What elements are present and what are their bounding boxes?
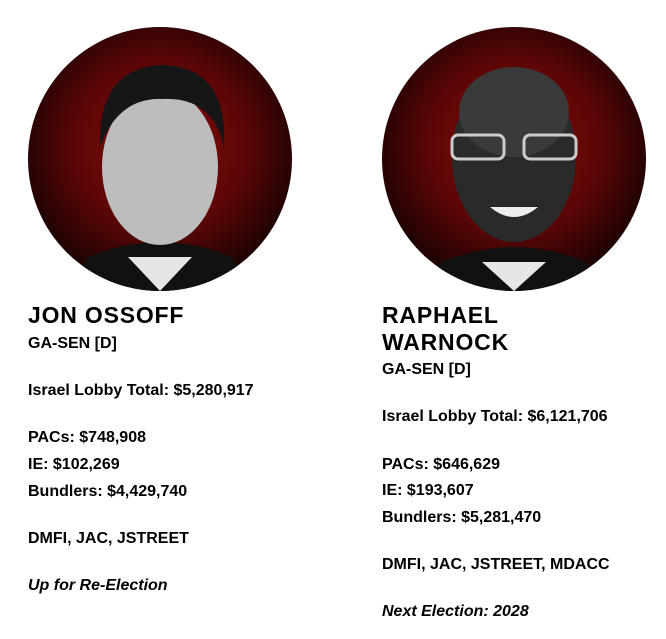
candidate-name: JON OSSOFF	[28, 302, 185, 328]
election-status: Up for Re-Election	[28, 577, 168, 594]
bundlers: Bundlers: $4,429,740	[28, 483, 188, 500]
bundlers: Bundlers: $5,281,470	[382, 509, 542, 526]
lobby-total: Israel Lobby Total: $6,121,706	[382, 408, 608, 425]
race: GA-SEN [D]	[382, 361, 471, 378]
portrait	[382, 27, 646, 291]
pacs: PACs: $646,629	[382, 456, 500, 473]
groups: DMFI, JAC, JSTREET	[28, 530, 189, 547]
pacs: PACs: $748,908	[28, 429, 146, 446]
election-status: Next Election: 2028	[382, 603, 529, 620]
ie: IE: $102,269	[28, 456, 120, 473]
groups: DMFI, JAC, JSTREET, MDACC	[382, 556, 610, 573]
lobby-total: Israel Lobby Total: $5,280,917	[28, 382, 254, 399]
portrait	[28, 27, 292, 291]
ie: IE: $193,607	[382, 482, 474, 499]
candidate-name: RAPHAEL WARNOCK	[382, 302, 509, 355]
race: GA-SEN [D]	[28, 335, 117, 352]
